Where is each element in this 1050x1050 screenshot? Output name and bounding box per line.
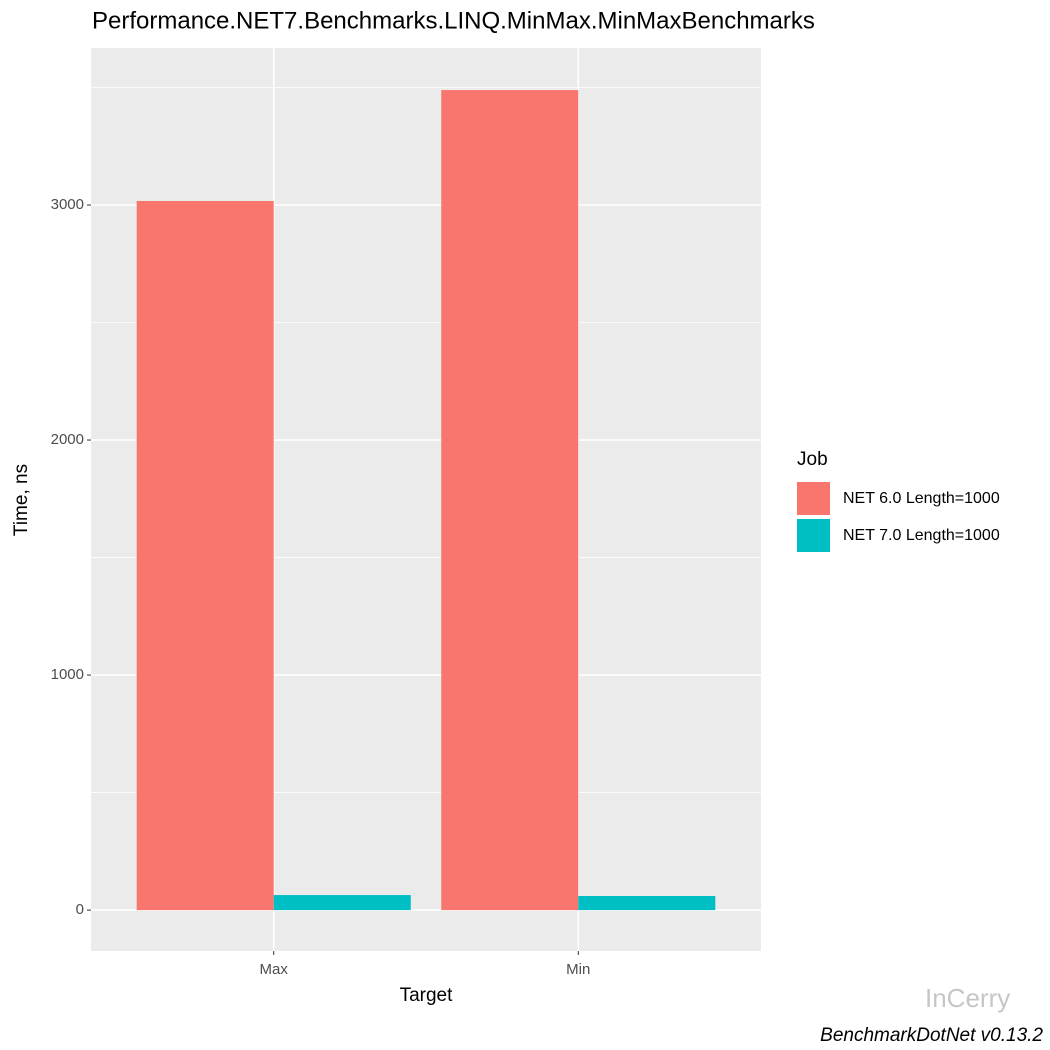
x-tick-label: Max xyxy=(260,961,289,978)
watermark: InCerry xyxy=(925,983,1010,1013)
caption: BenchmarkDotNet v0.13.2 xyxy=(820,1025,1043,1046)
y-tick-label: 2000 xyxy=(51,431,84,448)
y-tick-label: 3000 xyxy=(51,196,84,213)
x-axis-label: Target xyxy=(400,985,454,1006)
legend-title: Job xyxy=(797,449,828,470)
bar xyxy=(441,90,579,911)
y-tick-label: 1000 xyxy=(51,666,84,683)
legend-label: NET 7.0 Length=1000 xyxy=(843,527,1000,544)
x-tick-label: Min xyxy=(566,961,590,978)
bar xyxy=(578,896,716,911)
legend-label: NET 6.0 Length=1000 xyxy=(843,490,1000,507)
y-tick-label: 0 xyxy=(76,901,84,918)
bars xyxy=(136,90,716,911)
legend-key xyxy=(797,482,830,515)
y-axis-label: Time, ns xyxy=(11,464,32,536)
legend-key xyxy=(797,519,830,552)
bar xyxy=(273,895,411,911)
chart-title: Performance.NET7.Benchmarks.LINQ.MinMax.… xyxy=(92,7,815,34)
bar xyxy=(136,201,274,911)
